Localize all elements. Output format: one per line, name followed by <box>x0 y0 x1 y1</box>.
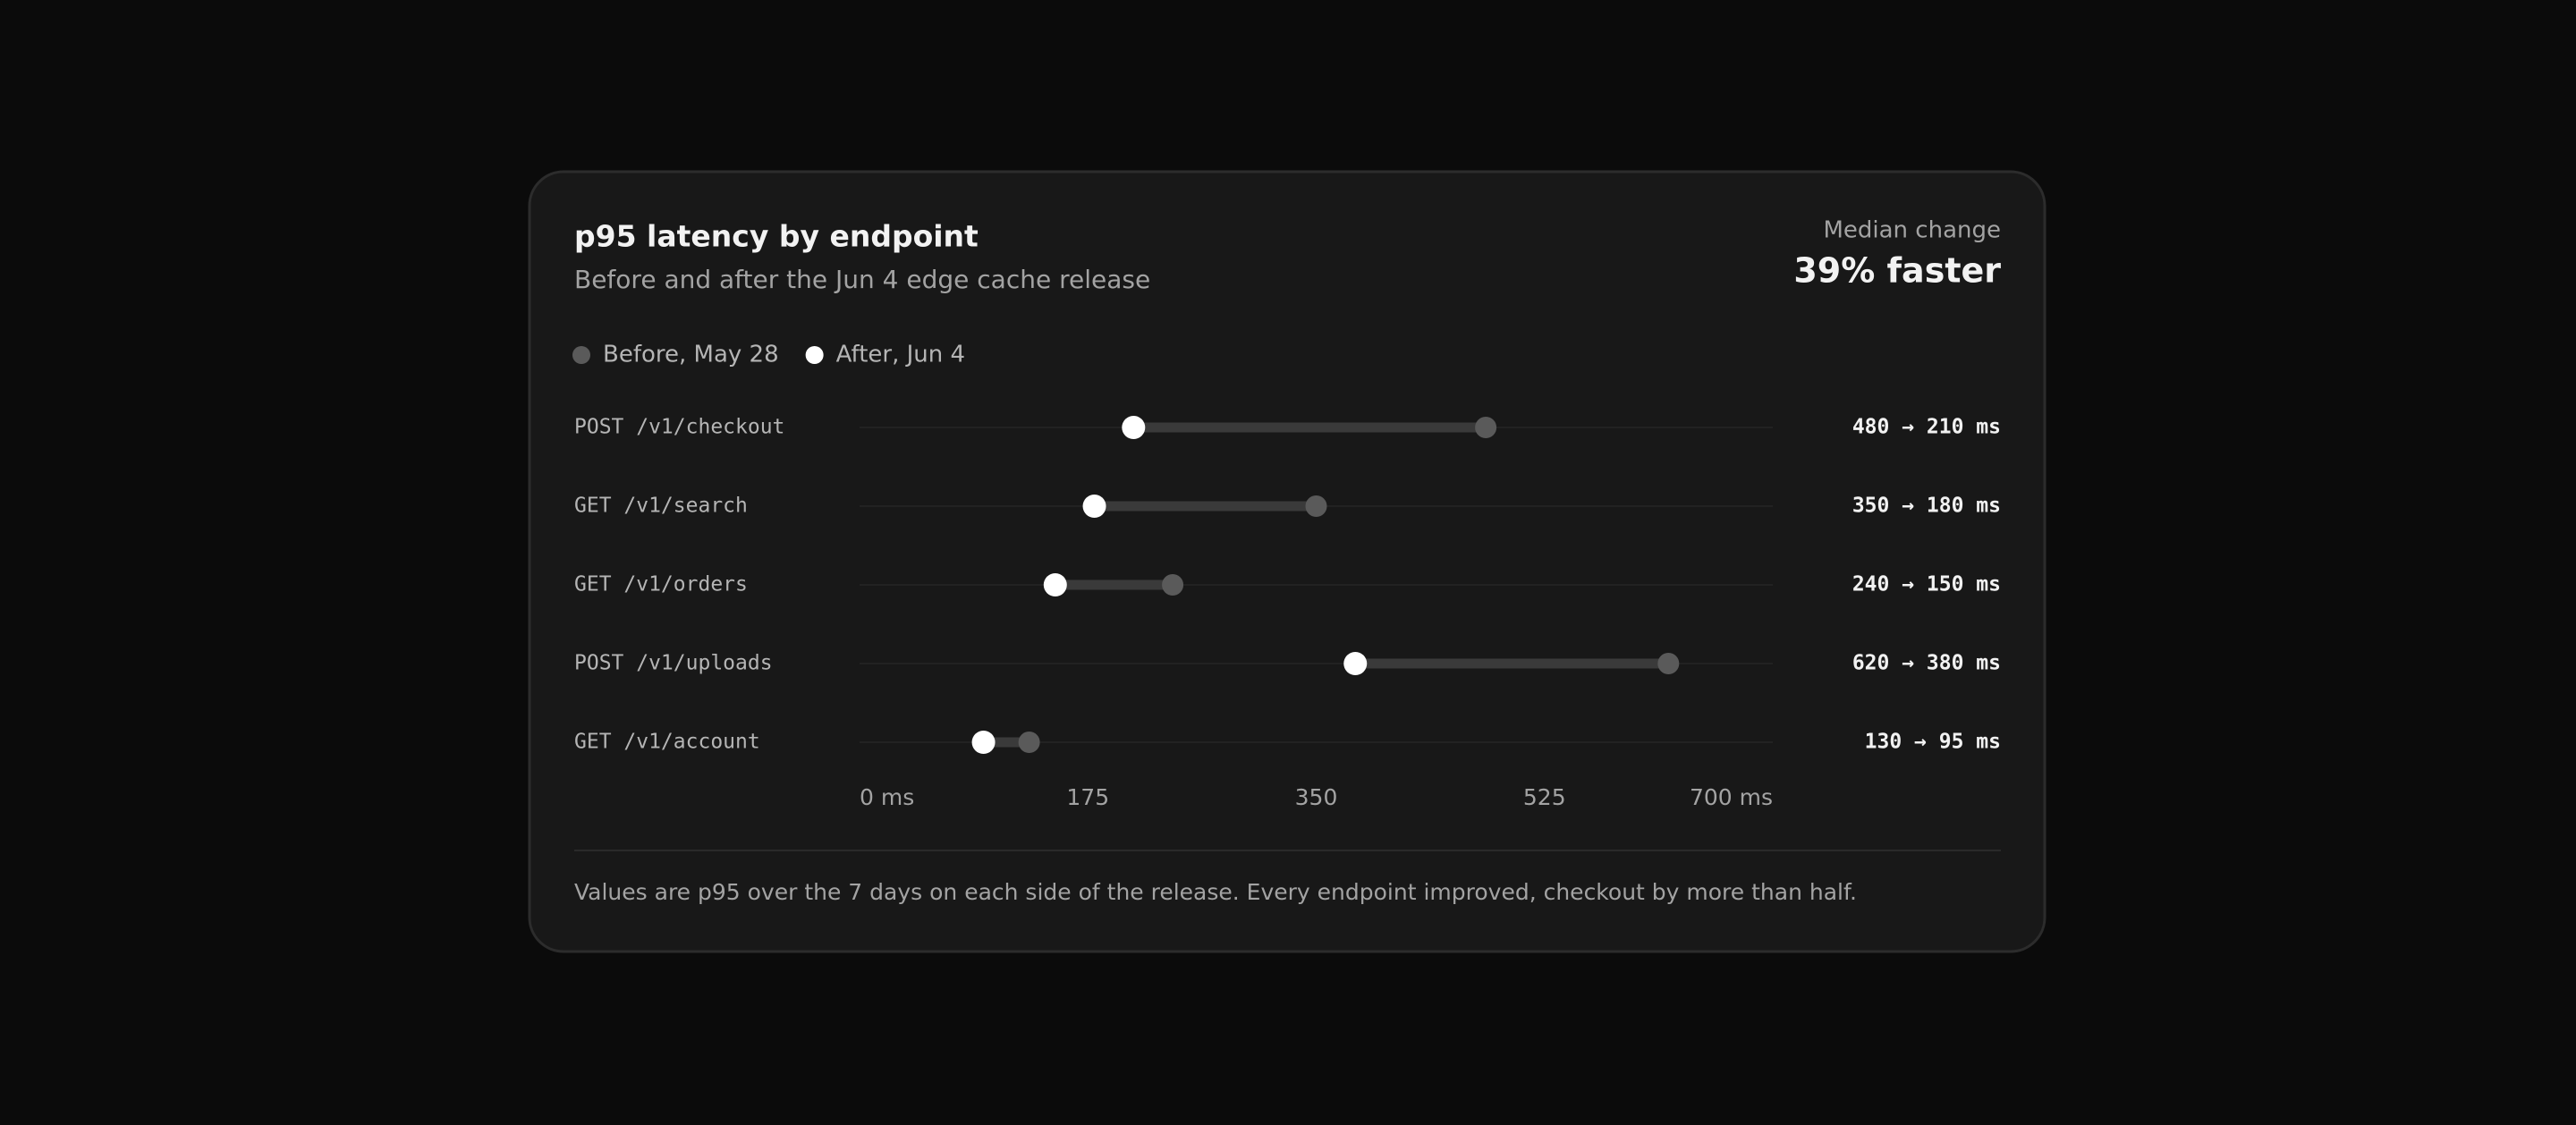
chart-subtitle: Before and after the Jun 4 edge cache re… <box>574 265 1150 294</box>
summary-label: Median change <box>1823 217 2001 244</box>
after-dot <box>1343 652 1368 675</box>
legend-marker <box>572 346 590 364</box>
legend-label: Before, May 28 <box>603 342 779 368</box>
footnote: Values are p95 over the 7 days on each s… <box>574 879 1857 905</box>
row-label: GET /v1/orders <box>574 573 748 596</box>
before-dot <box>1657 653 1680 674</box>
summary-value: 39% faster <box>1793 251 2001 291</box>
value-label: 130 → 95 ms <box>1865 731 2001 754</box>
value-label: 620 → 380 ms <box>1852 652 2001 675</box>
after-dot <box>971 731 996 754</box>
before-dot <box>1162 574 1184 596</box>
chart-title: p95 latency by endpoint <box>574 219 979 254</box>
value-label: 350 → 180 ms <box>1852 495 2001 518</box>
after-dot <box>1082 495 1106 518</box>
card <box>528 170 2046 953</box>
value-label: 240 → 150 ms <box>1852 573 2001 596</box>
x-tick-label: 175 <box>1066 784 1109 810</box>
value-label: 480 → 210 ms <box>1852 416 2001 439</box>
after-dot <box>1122 416 1146 439</box>
row-label: GET /v1/search <box>574 495 748 518</box>
x-tick-label: 0 ms <box>860 784 914 810</box>
legend-marker <box>805 346 824 364</box>
row-label: POST /v1/uploads <box>574 652 773 675</box>
row-label: POST /v1/checkout <box>574 416 784 439</box>
after-dot <box>1043 573 1067 596</box>
legend-label: After, Jun 4 <box>836 342 965 368</box>
before-dot <box>1018 732 1040 753</box>
row-label: GET /v1/account <box>574 731 760 754</box>
x-tick-label: 525 <box>1523 784 1566 810</box>
x-tick-label: 350 <box>1295 784 1338 810</box>
x-tick-label: 700 ms <box>1690 784 1773 810</box>
before-dot <box>1475 417 1497 438</box>
before-dot <box>1305 495 1327 517</box>
